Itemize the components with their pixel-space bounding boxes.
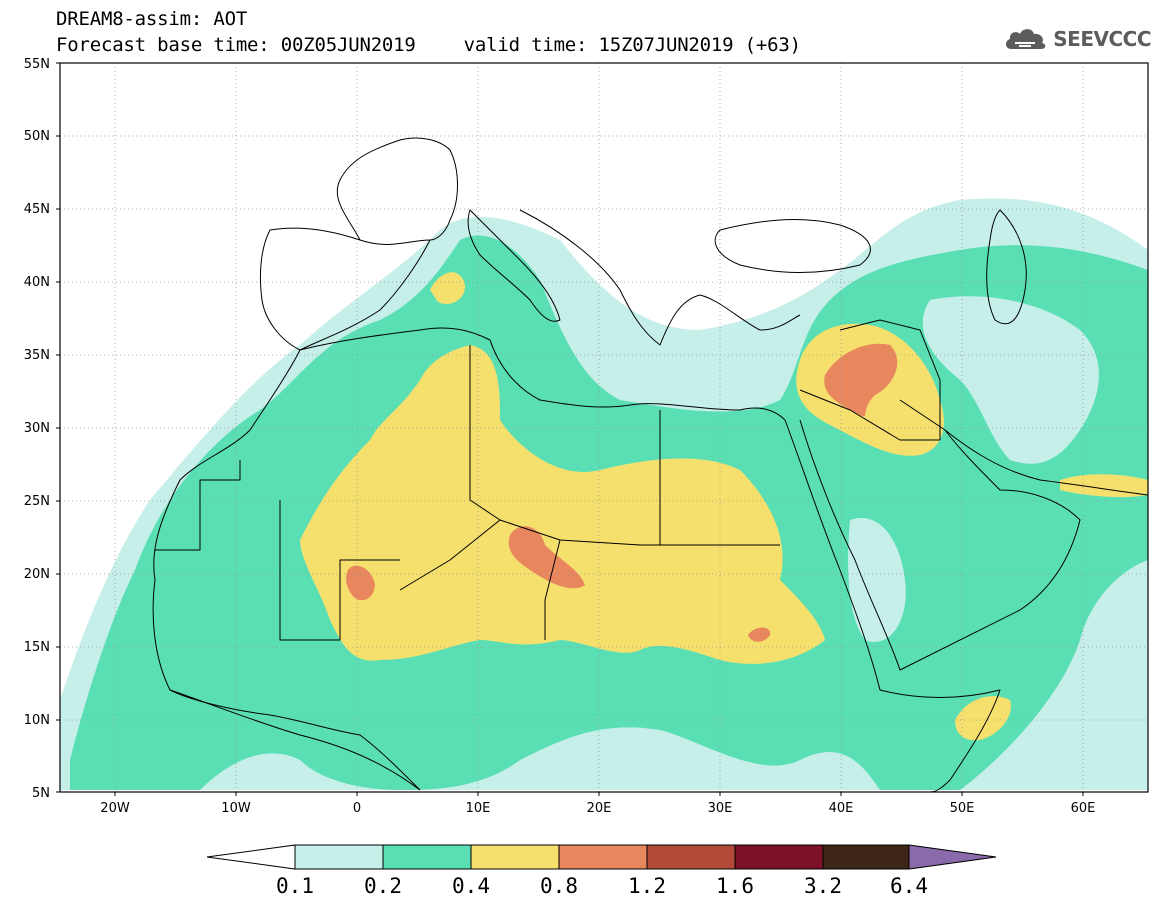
cloud-icon <box>1006 29 1046 49</box>
aot-band-0-4-somalia <box>955 696 1011 741</box>
lon-label: 30E <box>708 801 733 816</box>
aot-band-0-8-sudan <box>748 627 771 642</box>
coast-persian-gulf <box>944 429 1148 496</box>
colorbar-segment <box>382 844 472 870</box>
colorbar-label: 0.2 <box>364 874 402 898</box>
lat-label: 10N <box>24 713 50 728</box>
border-iraq <box>799 389 940 441</box>
coast-caspian <box>986 209 1027 325</box>
lat-label: 40N <box>24 275 50 290</box>
aot-band-0-4-sahara <box>300 345 825 664</box>
map-subtitle: Forecast base time: 00Z05JUN2019 valid ti… <box>56 34 801 56</box>
colorbar-segment <box>470 844 560 870</box>
lon-label: 20E <box>587 801 612 816</box>
lat-label: 35N <box>24 348 50 363</box>
gridlines <box>60 63 1148 792</box>
lat-label: 25N <box>24 494 50 509</box>
lon-label: 0 <box>353 801 361 816</box>
coast-gulf-of-guinea <box>169 689 421 791</box>
coast-red-sea <box>784 419 881 691</box>
colorbar: 0.1 0.2 0.4 0.8 1.2 1.6 3.2 6.4 <box>206 844 997 898</box>
border-sahel <box>155 460 241 551</box>
coast-mediterranean-africa <box>299 327 786 421</box>
aot-patch-0-1-arabia <box>848 518 906 642</box>
lat-label: 30N <box>24 421 50 436</box>
colorbar-segment <box>734 844 824 870</box>
coast-france <box>336 137 458 241</box>
coast-horn-of-africa <box>879 689 1001 792</box>
lat-label: 55N <box>24 57 50 72</box>
coast-black-sea <box>714 219 871 273</box>
base-time-label: Forecast base time: 00Z05JUN2019 <box>56 34 416 56</box>
border-levant <box>839 319 941 440</box>
colorbar-label: 3.2 <box>804 874 842 898</box>
lat-label: 20N <box>24 567 50 582</box>
coast-italy <box>467 209 561 322</box>
border-sahara-4 <box>544 539 561 640</box>
map-title: DREAM8-assim: AOT <box>56 8 248 30</box>
coast-balkans <box>519 209 801 346</box>
border-sahara-3 <box>399 519 501 591</box>
aot-band-0-4-gulf <box>1060 474 1148 498</box>
colorbar-label: 0.8 <box>540 874 578 898</box>
aot-band-0-8-algeria <box>346 565 375 601</box>
colorbar-segment <box>822 844 910 870</box>
colorbar-label: 0.4 <box>452 874 490 898</box>
colorbar-segment <box>558 844 648 870</box>
lat-label: 15N <box>24 640 50 655</box>
coast-arabia <box>799 399 1081 671</box>
colorbar-label: 6.4 <box>890 874 928 898</box>
border-sahara-1 <box>279 500 400 641</box>
coastlines <box>152 137 1148 792</box>
colorbar-under-triangle <box>206 844 296 870</box>
lon-label: 50E <box>950 801 975 816</box>
aot-band-0-8-iraq <box>824 343 898 417</box>
lat-label: 45N <box>24 202 50 217</box>
seevccc-logo: SEEVCCC <box>1003 22 1151 56</box>
lon-labels: 20W 10W 0 10E 20E 30E 40E 50E 60E <box>100 801 1095 816</box>
lat-labels: 5N 10N 15N 20N 25N 30N 35N 40N 45N 50N 5… <box>24 57 50 801</box>
lon-label: 20W <box>100 801 130 816</box>
coast-africa-north-west <box>152 349 421 791</box>
aot-patch-0-1-iran <box>922 296 1099 464</box>
lon-label: 40E <box>829 801 854 816</box>
colorbar-segment <box>294 844 384 870</box>
colorbar-label: 0.1 <box>276 874 314 898</box>
aot-band-0-8-chad <box>508 526 585 589</box>
lat-label: 50N <box>24 129 50 144</box>
colorbar-over-triangle <box>908 844 997 870</box>
lon-label: 60E <box>1071 801 1096 816</box>
aot-band-0-4-sardinia <box>430 272 466 305</box>
lon-label: 10E <box>466 801 491 816</box>
tick-marks <box>56 62 1084 796</box>
lat-label: 5N <box>32 786 50 801</box>
lon-label: 10W <box>221 801 251 816</box>
logo-text: SEEVCCC <box>1053 27 1151 51</box>
colorbar-label: 1.6 <box>716 874 754 898</box>
colorbar-label: 1.2 <box>628 874 666 898</box>
valid-time-label: valid time: 15Z07JUN2019 (+63) <box>463 34 801 56</box>
colorbar-segment <box>646 844 736 870</box>
aot-field <box>60 198 1148 790</box>
